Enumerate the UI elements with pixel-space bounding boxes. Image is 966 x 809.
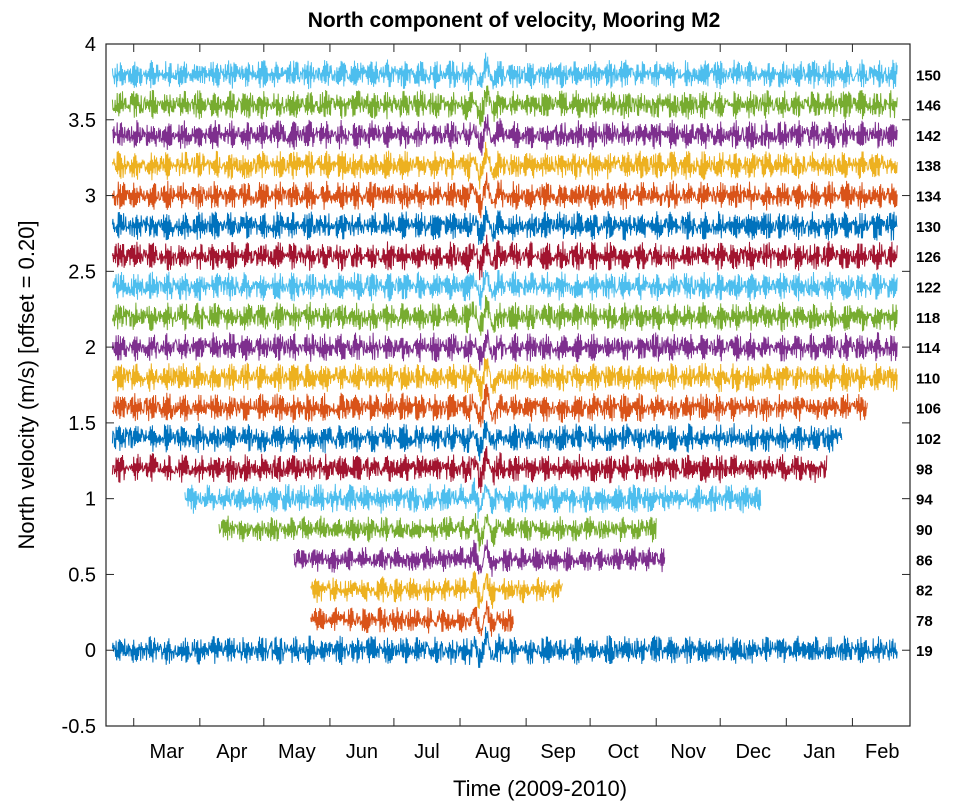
series-line-150 xyxy=(111,52,898,92)
series-line-142 xyxy=(111,114,898,156)
series-line-134 xyxy=(111,172,898,219)
x-tick-label: Dec xyxy=(735,741,771,763)
x-tick-label: Jun xyxy=(346,741,378,763)
x-tick-label: Sep xyxy=(540,741,576,763)
series-line-78 xyxy=(310,600,514,637)
series-label-142: 142 xyxy=(916,128,941,145)
y-tick-label: 0 xyxy=(85,640,96,662)
series-line-146 xyxy=(111,85,898,127)
chart-title: North component of velocity, Mooring M2 xyxy=(308,9,721,32)
plot-frame xyxy=(105,43,911,727)
series-line-102 xyxy=(111,420,843,462)
series-label-106: 106 xyxy=(916,401,941,418)
x-tick-label: May xyxy=(278,741,316,763)
series-line-19 xyxy=(111,626,898,668)
series-label-126: 126 xyxy=(916,249,941,266)
series-label-118: 118 xyxy=(916,310,940,327)
x-tick-label: Aug xyxy=(475,741,511,763)
x-tick-label: Feb xyxy=(865,741,899,763)
series-label-114: 114 xyxy=(916,340,941,357)
y-tick-label: 1 xyxy=(85,489,96,511)
x-tick-label: Mar xyxy=(150,741,185,763)
series-label-78: 78 xyxy=(916,613,933,630)
y-tick-label: 1.5 xyxy=(68,413,96,435)
series-label-138: 138 xyxy=(916,158,941,175)
series-line-130 xyxy=(111,205,898,245)
series-line-118 xyxy=(111,295,898,336)
series-line-138 xyxy=(111,141,898,190)
series-line-110 xyxy=(111,357,898,402)
y-tick-label: 3.5 xyxy=(68,110,96,132)
y-tick-label: 2 xyxy=(85,337,96,359)
series-label-130: 130 xyxy=(916,219,941,236)
series-label-102: 102 xyxy=(916,431,941,448)
depth-labels: 19 78 82 86 90 94 98 102 106 110 114 118 122 126 130 13… xyxy=(916,67,942,660)
series-line-122 xyxy=(112,269,898,310)
data-traces xyxy=(111,52,898,668)
series-line-126 xyxy=(111,234,898,281)
x-tick-label: Apr xyxy=(216,741,247,763)
series-label-146: 146 xyxy=(916,98,941,115)
x-tick-label: Jan xyxy=(803,741,835,763)
series-line-98 xyxy=(111,445,828,494)
series-label-150: 150 xyxy=(916,67,941,84)
x-tick-label: Nov xyxy=(670,741,706,763)
series-line-82 xyxy=(310,570,563,609)
x-axis-label: Time (2009-2010) xyxy=(453,776,627,801)
series-label-94: 94 xyxy=(916,492,933,509)
series-label-86: 86 xyxy=(916,552,933,569)
series-line-86 xyxy=(293,539,666,577)
y-tick-label: 0.5 xyxy=(68,564,96,586)
x-axis: Mar Apr May Jun Jul Aug Sep Oct Nov Dec Jan Feb xyxy=(133,44,900,763)
y-axis: -0.5 0 0.5 1 1.5 2 2.5 3 3.5 4 xyxy=(62,34,910,738)
series-line-106 xyxy=(111,383,868,428)
y-tick-label: 2.5 xyxy=(68,261,96,283)
series-line-90 xyxy=(218,513,657,552)
x-tick-label: Jul xyxy=(414,741,440,763)
series-label-82: 82 xyxy=(916,583,933,600)
series-label-110: 110 xyxy=(916,370,940,387)
y-tick-label: -0.5 xyxy=(62,716,96,738)
series-line-114 xyxy=(111,329,898,371)
y-tick-label: 3 xyxy=(85,186,96,208)
series-label-90: 90 xyxy=(916,522,933,539)
x-tick-label: Oct xyxy=(608,741,640,763)
series-label-98: 98 xyxy=(916,461,933,478)
series-label-122: 122 xyxy=(916,279,941,296)
y-tick-label: 4 xyxy=(85,34,96,56)
series-label-134: 134 xyxy=(916,189,942,206)
series-line-94 xyxy=(184,477,762,519)
series-label-19: 19 xyxy=(916,643,933,660)
y-axis-label: North velocity (m/s) [offset = 0.20] xyxy=(14,220,39,549)
